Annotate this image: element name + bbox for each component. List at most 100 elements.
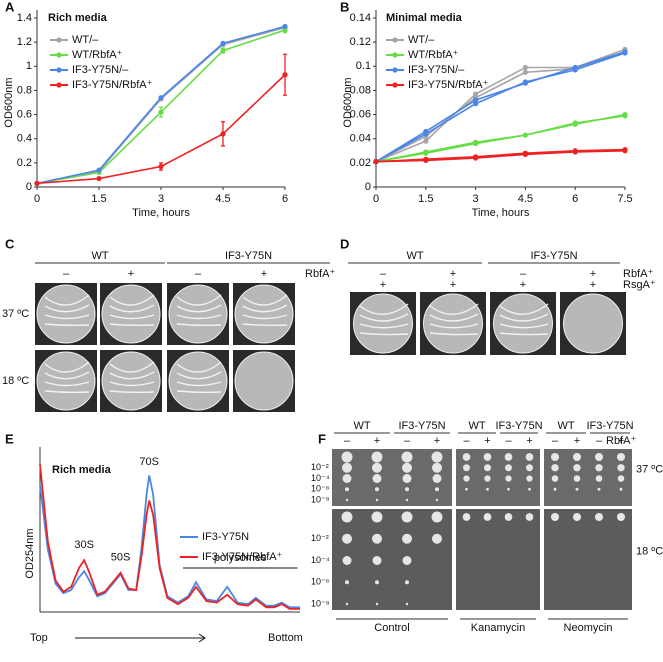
streak: [499, 332, 549, 336]
streak: [429, 323, 479, 329]
spot: [553, 487, 557, 491]
legend-label: WT/RbfA⁺: [408, 49, 459, 61]
spot: [462, 453, 471, 461]
streak: [499, 323, 549, 329]
y-tick-label: 0: [365, 181, 371, 193]
x-tick-label: 6: [572, 193, 578, 205]
data-point: [622, 148, 628, 154]
factor-label: RbfA⁺: [305, 268, 335, 280]
chart-title: Minimal media: [386, 12, 463, 24]
streak: [429, 332, 479, 336]
dilution-label: 10⁻⁴: [311, 555, 330, 565]
spot: [528, 487, 531, 491]
y-tick-label: 0.2: [17, 157, 32, 169]
dilution-label: 10⁻⁶: [311, 484, 330, 494]
legend-marker: [392, 67, 398, 73]
spot: [504, 513, 513, 521]
spot: [432, 533, 442, 544]
panel-label: F: [318, 431, 326, 446]
x-end-label: Top: [30, 632, 48, 644]
strain-label: IF3-Y75N: [398, 420, 445, 432]
spot: [402, 556, 412, 565]
sign: +: [526, 435, 532, 447]
spot: [345, 498, 349, 502]
legend-label: IF3-Y75N: [202, 531, 249, 543]
sign: +: [128, 268, 134, 280]
plate: [168, 351, 228, 411]
sign: –: [552, 435, 559, 447]
plate: [353, 293, 413, 354]
spot: [486, 487, 489, 491]
data-point: [572, 149, 578, 155]
spot: [484, 475, 491, 482]
spot: [526, 475, 533, 482]
spot: [402, 474, 412, 483]
error-bar: [283, 53, 287, 96]
x-tick-label: 0: [34, 193, 40, 205]
y-tick-label: 0.02: [350, 157, 371, 169]
y-tick-label: 0.12: [350, 36, 371, 48]
sign: +: [261, 268, 267, 280]
streak: [499, 313, 549, 322]
sign: +: [618, 435, 624, 447]
peak-label: 50S: [111, 552, 131, 564]
x-tick-label: 0: [373, 193, 379, 205]
legend-marker: [392, 82, 398, 88]
spot: [431, 511, 443, 523]
dilution-label: 10⁻²: [311, 462, 329, 472]
y-tick-label: 0.06: [350, 108, 371, 120]
data-point: [220, 40, 226, 46]
spot: [432, 462, 442, 473]
spot: [619, 487, 623, 491]
y-tick-label: 1.2: [17, 36, 32, 48]
plate: [101, 284, 161, 344]
sign: +: [590, 268, 596, 280]
peak-label: 70S: [139, 456, 159, 468]
panel-label: C: [5, 236, 15, 251]
streak: [44, 304, 90, 313]
sign: –: [344, 435, 351, 447]
spot: [504, 453, 513, 461]
spot: [372, 533, 382, 544]
spot: [483, 453, 492, 461]
streak: [176, 390, 222, 394]
y-axis-label: OD254nm: [24, 528, 36, 578]
spot: [402, 462, 412, 473]
spot: [375, 487, 379, 492]
streak: [176, 304, 222, 313]
data-point: [96, 167, 102, 173]
streak: [359, 323, 409, 329]
media-label: Neomycin: [564, 622, 613, 634]
error-bar: [97, 176, 101, 181]
x-tick-label: 3: [473, 193, 479, 205]
data-point: [473, 91, 479, 97]
streak: [109, 294, 155, 306]
legend-label: WT/–: [408, 34, 435, 46]
data-point: [522, 79, 529, 85]
media-label: Control: [374, 622, 409, 634]
streak: [176, 371, 222, 380]
dilution-label: 10⁻⁸: [311, 598, 330, 608]
streak: [176, 381, 222, 387]
spot: [371, 451, 383, 463]
spot: [594, 452, 604, 462]
media-label: Kanamycin: [471, 622, 525, 634]
spot: [550, 512, 560, 522]
strain-label: WT: [406, 250, 423, 262]
y-tick-label: 0.6: [17, 108, 32, 120]
data-point: [373, 159, 379, 165]
sign: +: [450, 279, 456, 291]
series-line: [39, 464, 300, 610]
spot: [597, 487, 601, 491]
spot: [405, 498, 409, 502]
plate: [101, 351, 161, 411]
legend-label: IF3-Y75N/–: [408, 64, 465, 76]
streak: [109, 381, 155, 387]
data-point: [572, 120, 578, 126]
streak: [44, 314, 90, 320]
spot: [617, 475, 625, 482]
panel-label: B: [340, 0, 349, 14]
data-point: [572, 67, 578, 73]
sign: –: [380, 268, 387, 280]
streak: [429, 313, 479, 322]
